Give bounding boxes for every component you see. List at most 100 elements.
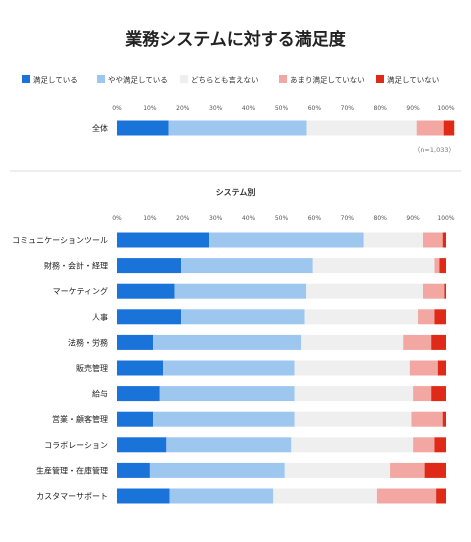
- legend-swatch: [180, 75, 188, 83]
- legend-swatch: [279, 75, 287, 83]
- bar-segment: [117, 462, 150, 478]
- bar-segment: [117, 411, 154, 427]
- category-label: マーケティング: [53, 286, 108, 296]
- bar-segment: [153, 411, 295, 427]
- tick-label: 30%: [209, 105, 223, 112]
- bar-segment: [117, 360, 164, 376]
- bar-segment: [294, 411, 412, 427]
- category-label: 販売管理: [76, 363, 108, 373]
- bar-segment: [418, 309, 435, 325]
- bar-segment: [422, 232, 443, 248]
- bar-segment: [442, 411, 446, 427]
- bar-segment: [117, 120, 169, 136]
- bar-segment: [163, 360, 295, 376]
- bar-segment: [117, 386, 160, 402]
- category-label: 給与: [92, 389, 108, 399]
- bar-segment: [117, 488, 170, 504]
- legend-label: 満足している: [33, 76, 78, 85]
- category-label: 人事: [92, 312, 108, 322]
- legend: 満足している やや満足している どちらとも言えない あまり満足していない 満足していない: [22, 75, 439, 85]
- overall-chart: 0% 10% 20% 30% 40% 50% 60% 70% 80% 90% 100% 全体: [92, 105, 455, 136]
- bar-segment: [437, 360, 446, 376]
- tick-label: 100%: [437, 215, 454, 222]
- tick-label: 50%: [275, 215, 289, 222]
- bar-segment: [409, 360, 438, 376]
- tick-label: 0%: [112, 215, 122, 222]
- legend-swatch: [22, 75, 30, 83]
- bar-segment: [424, 462, 446, 478]
- category-label: コミュニケーションツール: [12, 236, 108, 245]
- bar-segment: [434, 258, 440, 274]
- legend-label: やや満足している: [108, 76, 168, 85]
- tick-label: 0%: [112, 105, 122, 112]
- bar-segment: [117, 334, 154, 350]
- tick-label: 10%: [143, 215, 157, 222]
- tick-label: 80%: [374, 215, 388, 222]
- bar-segment: [431, 334, 446, 350]
- bar-segment: [416, 120, 444, 136]
- bar-segment: [413, 437, 435, 453]
- tick-label: 20%: [176, 105, 190, 112]
- bar-segment: [117, 258, 182, 274]
- bar-segment: [117, 437, 167, 453]
- bar-segment: [312, 258, 435, 274]
- section-subtitle: システム別: [216, 188, 256, 197]
- tick-label: 100%: [437, 105, 454, 112]
- bar-segment: [306, 120, 417, 136]
- bar-segment: [390, 462, 425, 478]
- tick-label: 10%: [143, 105, 157, 112]
- bar-segment: [169, 488, 274, 504]
- legend-label: 満足していない: [387, 76, 439, 85]
- tick-label: 30%: [209, 215, 223, 222]
- category-label: コラボレーション: [44, 441, 108, 450]
- tick-label: 80%: [374, 105, 388, 112]
- bar-segment: [363, 232, 423, 248]
- legend-swatch: [97, 75, 105, 83]
- bar-segment: [436, 488, 446, 504]
- tick-label: 50%: [275, 105, 289, 112]
- bar-segment: [434, 309, 446, 325]
- bar-segment: [181, 309, 305, 325]
- bar-segment: [159, 386, 295, 402]
- bar-segment: [168, 120, 307, 136]
- tick-label: 70%: [341, 105, 355, 112]
- category-label: 法務・労務: [68, 337, 108, 347]
- sample-size-note: （n=1,033）: [414, 146, 455, 154]
- bar-segment: [117, 283, 175, 299]
- bar-segment: [284, 462, 391, 478]
- bar-segment: [174, 283, 307, 299]
- bar-segment: [291, 437, 414, 453]
- bar-segment: [273, 488, 377, 504]
- category-label: カスタマーサポート: [36, 492, 108, 501]
- bar-segment: [166, 437, 292, 453]
- bar-segment: [431, 386, 446, 402]
- bar-segment: [117, 309, 182, 325]
- bar-segment: [376, 488, 437, 504]
- tick-label: 40%: [242, 215, 256, 222]
- bar-segment: [422, 283, 445, 299]
- tick-label: 60%: [308, 105, 322, 112]
- legend-swatch: [376, 75, 384, 83]
- bar-segment: [304, 309, 419, 325]
- system-chart: 0% 10% 20% 30% 40% 50% 60% 70% 80% 90% 100% コミュニケーシ…: [12, 215, 455, 504]
- category-label: 全体: [92, 123, 108, 133]
- bar-segment: [403, 334, 432, 350]
- category-label: 営業・顧客管理: [52, 414, 108, 424]
- bar-segment: [181, 258, 313, 274]
- bar-segment: [443, 120, 455, 136]
- category-label: 生産管理・在庫管理: [36, 465, 108, 475]
- tick-label: 90%: [406, 215, 420, 222]
- bar-segment: [209, 232, 364, 248]
- tick-label: 60%: [308, 215, 322, 222]
- bar-segment: [306, 283, 423, 299]
- bar-segment: [413, 386, 432, 402]
- tick-label: 70%: [341, 215, 355, 222]
- bar-segment: [439, 258, 446, 274]
- bar-segment: [149, 462, 285, 478]
- legend-label: どちらとも言えない: [191, 75, 259, 85]
- tick-label: 90%: [406, 105, 420, 112]
- bar-segment: [153, 334, 302, 350]
- bar-segment: [301, 334, 404, 350]
- bar-segment: [117, 232, 210, 248]
